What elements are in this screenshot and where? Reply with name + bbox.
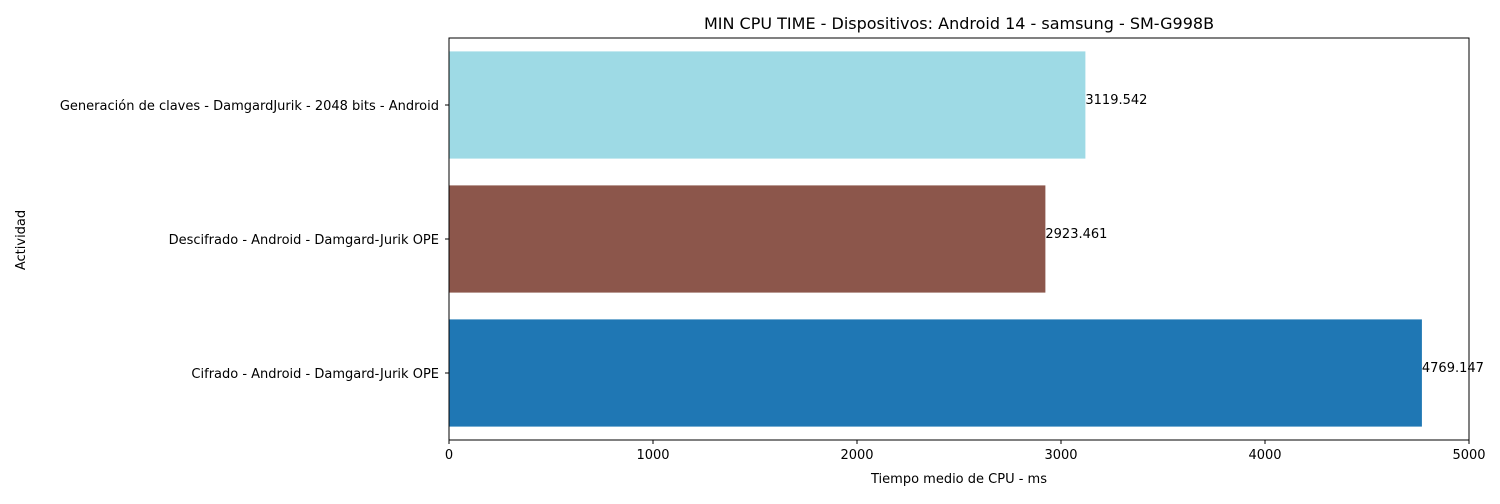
chart-title: MIN CPU TIME - Dispositivos: Android 14 … xyxy=(704,14,1214,33)
x-tick-label-6: 5000 xyxy=(1452,448,1485,463)
labels-layer: 4769.147 Cifrado - Android - Damgard-Juri… xyxy=(60,93,1486,463)
bar-1 xyxy=(449,319,1422,427)
x-axis-label: Tiempo medio de CPU - ms xyxy=(870,472,1047,487)
x-tick-label-3: 2000 xyxy=(840,448,873,463)
x-tick-label-4: 3000 xyxy=(1044,448,1077,463)
bars-layer xyxy=(449,51,1422,427)
axes-layer xyxy=(445,37,1470,444)
bar-value-label-3: 3119.542 xyxy=(1085,93,1147,108)
bar-value-label-2: 2923.461 xyxy=(1045,227,1107,242)
y-tick-label-2: Descifrado - Android - Damgard-Jurik OPE xyxy=(169,233,439,248)
y-tick-label-1: Cifrado - Android - Damgard-Jurik OPE xyxy=(191,367,439,382)
bar-3 xyxy=(449,51,1086,159)
bar-2 xyxy=(449,185,1046,293)
x-tick-label-5: 4000 xyxy=(1248,448,1281,463)
x-tick-label-2: 1000 xyxy=(636,448,669,463)
y-tick-label-3: Generación de claves - DamgardJurik - 20… xyxy=(60,99,439,114)
plot-frame xyxy=(448,37,1470,441)
bar-value-label-1: 4769.147 xyxy=(1422,361,1484,376)
x-tick-label-1: 0 xyxy=(445,448,453,463)
y-axis-label: Actividad xyxy=(14,210,29,270)
